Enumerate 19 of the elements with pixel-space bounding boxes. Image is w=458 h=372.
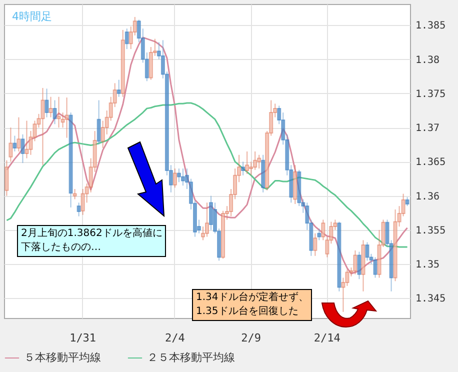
y-tick-label: 1.365 [416, 157, 446, 168]
x-tick-label: 2/14 [314, 332, 341, 344]
x-tick-label: 2/4 [165, 332, 186, 344]
legend-label: ２５本移動平均線 [147, 351, 235, 364]
x-tick-label: 2/9 [241, 332, 262, 344]
y-tick-label: 1.375 [416, 88, 446, 100]
y-tick-label: 1.36 [416, 191, 440, 202]
y-tick-label: 1.35 [416, 260, 440, 271]
x-tick-label: 1/31 [70, 332, 96, 344]
line-series [6, 36, 408, 274]
y-tick-label: 1.355 [416, 225, 446, 236]
y-tick-label: 1.385 [416, 20, 446, 32]
legend-label: ５本移動平均線 [24, 351, 101, 364]
y-tick-label: 1.345 [416, 294, 446, 305]
text: 4時間足 [12, 10, 52, 23]
annotation: 2月上旬の1.3862ドルを高値に下落したものの… [17, 225, 166, 257]
y-tick-label: 1.37 [416, 123, 440, 134]
y-tick-label: 1.38 [416, 54, 440, 66]
annotation: 1.34ドル台が定着せず、1.35ドル台を回復した [192, 289, 312, 321]
